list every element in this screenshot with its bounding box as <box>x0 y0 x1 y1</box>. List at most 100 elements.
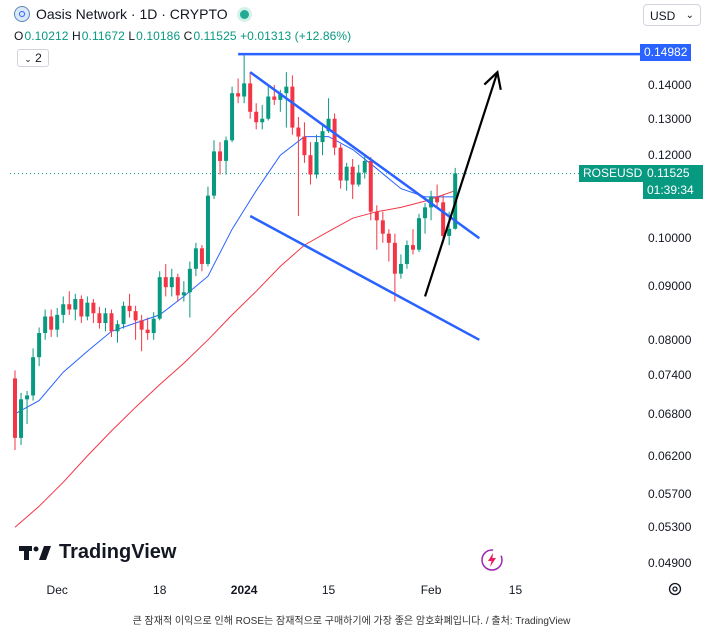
candle-body <box>302 136 307 156</box>
time-tick-label: 15 <box>321 583 336 597</box>
price-tick-label: 0.08000 <box>648 332 692 347</box>
candle-body <box>73 298 78 310</box>
candle-body <box>181 292 186 296</box>
time-tick-label: 18 <box>153 583 167 597</box>
currency-select[interactable]: USD ⌄ <box>643 4 701 26</box>
candle-body <box>423 207 428 219</box>
settings-gear-icon[interactable] <box>667 581 683 597</box>
candle-body <box>145 329 150 334</box>
watermark-text: TradingView <box>59 541 177 563</box>
candle-body <box>290 86 295 128</box>
low-value: 0.10186 <box>136 29 181 43</box>
candle-body <box>314 142 319 175</box>
moving-average-fast <box>14 136 456 415</box>
chevron-down-icon: ⌄ <box>24 54 32 64</box>
chart-header: Oasis Network · 1D · CRYPTO <box>14 6 249 22</box>
candle-body <box>236 93 241 97</box>
candle-body <box>19 399 24 438</box>
candle-body <box>248 83 253 112</box>
indicator-toggle-button[interactable]: ⌄ 2 <box>17 49 49 67</box>
candle-body <box>127 305 132 312</box>
candle-body <box>109 313 114 332</box>
oasis-logo-icon <box>14 6 30 22</box>
candle-body <box>43 316 48 334</box>
price-tick-label: 0.04900 <box>648 556 692 570</box>
currency-label: USD <box>650 9 676 23</box>
candle-body <box>199 248 204 264</box>
ohlc-legend: O0.10212 H0.11672 L0.10186 C0.11525 +0.0… <box>14 29 351 43</box>
wedge-upper-line <box>249 71 481 240</box>
candle-body <box>133 311 138 321</box>
breakout-arrowhead <box>483 69 502 91</box>
candle-body <box>85 302 90 317</box>
candle-body <box>380 220 385 234</box>
candle-body <box>175 277 180 296</box>
candle-body <box>374 211 379 221</box>
candle-body <box>338 147 343 181</box>
candle-body <box>61 304 66 315</box>
candle-body <box>344 166 349 181</box>
last-price-value: 0.11525 <box>647 166 690 180</box>
candle-body <box>79 298 84 317</box>
symbol-tag: ROSEUSD <box>579 165 647 182</box>
open-value: 0.10212 <box>24 29 69 43</box>
low-label: L <box>128 29 136 43</box>
candle-body <box>151 318 156 334</box>
change-value: +0.01313 (+12.86%) <box>240 29 352 43</box>
price-tick-label: 0.07400 <box>648 368 692 383</box>
candle-body <box>218 151 223 161</box>
candle-body <box>121 305 126 325</box>
candle-body <box>91 302 96 314</box>
candle-body <box>447 228 452 236</box>
price-tick-label: 0.06800 <box>648 406 692 421</box>
candle-body <box>224 140 229 161</box>
candle-body <box>205 195 210 264</box>
countdown-value: 01:39:34 <box>647 183 694 197</box>
last-price-tag: 0.11525 <box>643 165 703 182</box>
price-tick-label: 0.09000 <box>648 279 692 294</box>
close-label: C <box>183 29 193 43</box>
candle-body <box>187 268 192 293</box>
candle-body <box>163 277 168 288</box>
candle-body <box>103 313 108 324</box>
symbol-title[interactable]: Oasis Network · 1D · CRYPTO <box>36 6 228 22</box>
candle-body <box>97 313 102 324</box>
price-tick-label: 0.10000 <box>648 231 692 246</box>
tradingview-logo-icon <box>19 545 51 560</box>
candle-body <box>284 86 289 94</box>
wedge-lower-line <box>249 214 480 341</box>
countdown-tag: 01:39:34 <box>643 182 703 199</box>
time-tick-label: Feb <box>420 583 442 597</box>
high-value: 0.11672 <box>81 29 125 43</box>
image-caption: 큰 잠재적 이익으로 인해 ROSE는 잠재적으로 구매하기에 가장 좋은 암호… <box>132 616 571 627</box>
price-tick-label: 0.14000 <box>648 78 692 92</box>
candle-body <box>404 245 409 264</box>
candle-body <box>211 151 216 196</box>
price-tick-label: 0.05700 <box>648 487 692 502</box>
high-label: H <box>71 29 81 43</box>
target-price-tag: 0.14982 <box>640 44 692 61</box>
time-tick-label: 15 <box>508 583 523 597</box>
open-label: O <box>14 29 24 43</box>
indicator-count: 2 <box>35 51 42 65</box>
candle-body <box>278 93 283 100</box>
candle-body <box>230 93 235 141</box>
candle-body <box>242 83 247 97</box>
price-tick-label: 0.05300 <box>648 520 692 535</box>
candle-body <box>139 320 144 330</box>
candle-body <box>49 316 54 330</box>
candle-body <box>398 263 403 274</box>
candle-body <box>254 111 259 123</box>
flash-icon[interactable] <box>480 548 504 572</box>
candle-body <box>296 127 301 137</box>
time-tick-label: 2024 <box>230 583 258 597</box>
candle-body <box>326 118 331 132</box>
candle-body <box>320 131 325 143</box>
candle-body <box>266 96 271 119</box>
candle-body <box>392 242 397 274</box>
candle-body <box>31 357 36 396</box>
candle-body <box>193 248 198 269</box>
candle-body <box>169 277 174 288</box>
target-price-value: 0.14982 <box>644 45 688 59</box>
